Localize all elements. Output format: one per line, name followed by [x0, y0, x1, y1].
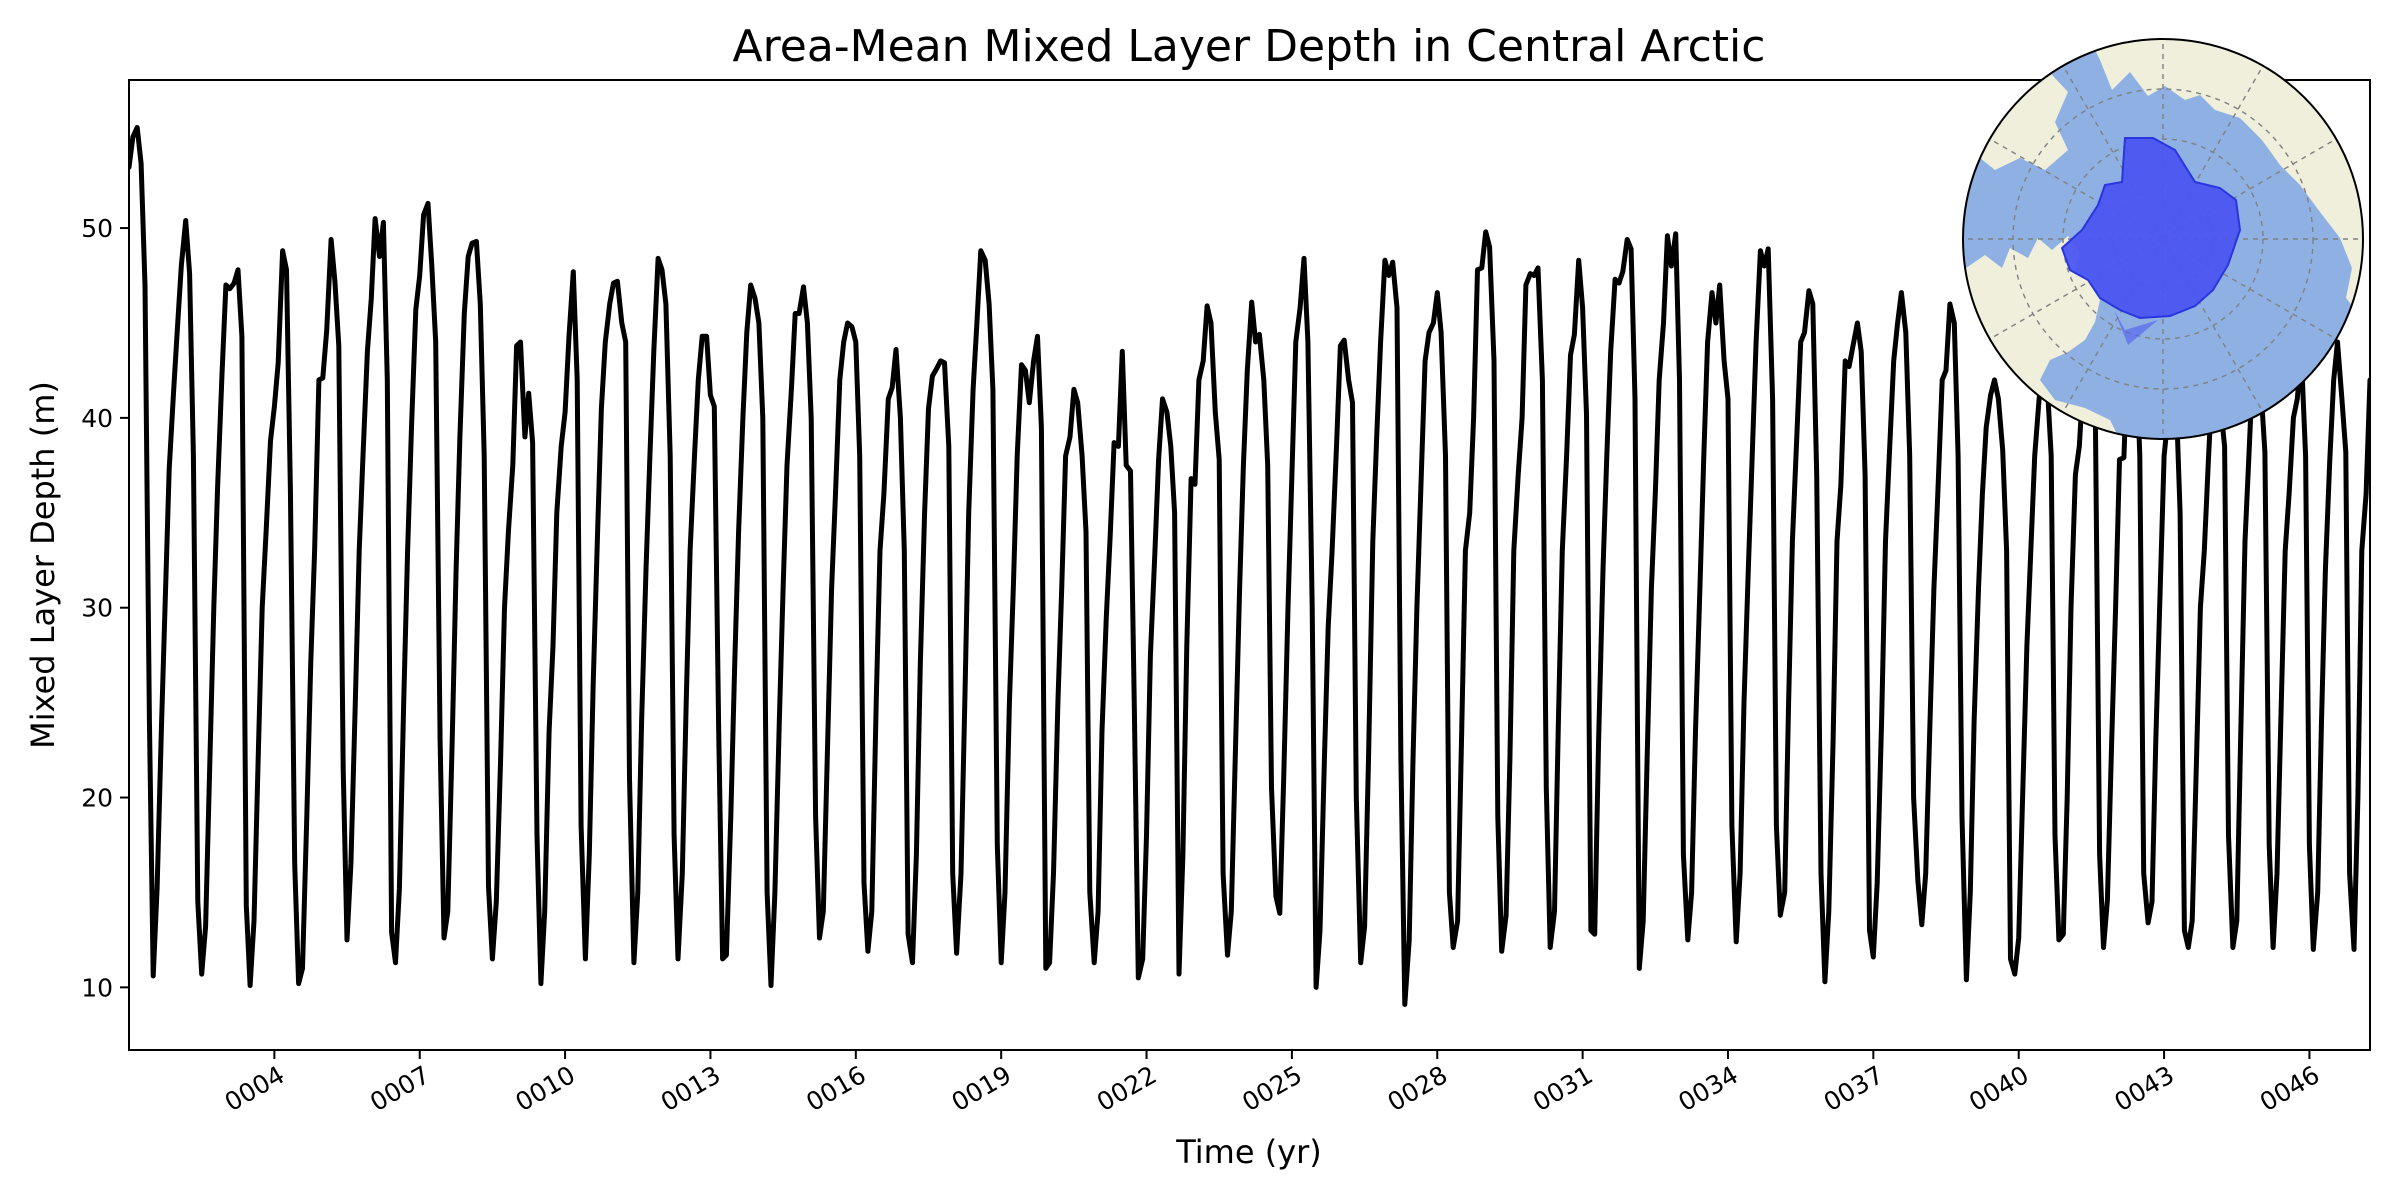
chart-title: Area-Mean Mixed Layer Depth in Central A…	[733, 21, 1766, 72]
y-tick-label-1: 20	[81, 784, 113, 813]
map-border	[1962, 38, 2364, 440]
map-central-arctic-region	[2060, 137, 2242, 320]
x-axis-label: Time (yr)	[1175, 1133, 1322, 1171]
y-tick-label-4: 50	[81, 214, 113, 243]
y-tick-label-2: 30	[81, 594, 113, 623]
series-line-0	[129, 125, 2370, 1007]
y-tick-label-3: 40	[81, 404, 113, 433]
inset-map	[1962, 38, 2364, 440]
plot-frame	[128, 79, 2371, 1051]
y-axis-label: Mixed Layer Depth (m)	[24, 381, 62, 749]
map-land-greenland	[2150, 40, 2185, 74]
y-tick-label-0: 10	[81, 973, 113, 1002]
map-land-eurasia	[1963, 40, 2363, 439]
plot-area	[129, 125, 2370, 1007]
y-axis: 10 20 30 40 50	[81, 214, 129, 1002]
map-region-lobe	[2114, 310, 2158, 345]
